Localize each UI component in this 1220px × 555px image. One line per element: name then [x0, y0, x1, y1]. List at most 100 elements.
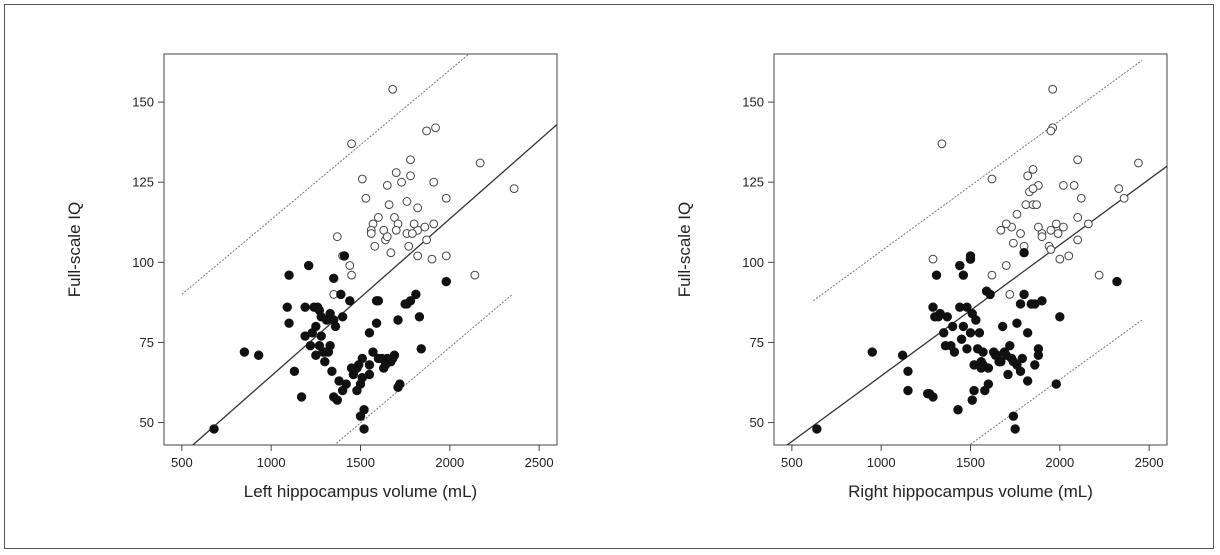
right-chart-open-point: [1023, 171, 1033, 181]
right-chart-open-point: [1084, 219, 1093, 229]
left-chart-open-point: [382, 232, 392, 242]
right-chart-open-point: [1005, 289, 1015, 299]
left-chart-open-point: [413, 203, 423, 213]
left-chart-y-axis-title: Full-scale IQ: [65, 202, 84, 297]
left-chart-open-point: [391, 225, 401, 235]
right-chart-filled-point: [1015, 299, 1026, 309]
left-chart-open-point: [361, 193, 371, 203]
right-chart-filled-point: [974, 328, 985, 338]
left-chart-filled-point: [359, 424, 369, 434]
right-chart-filled-point: [1033, 350, 1044, 360]
right-chart-open-point: [1046, 126, 1056, 136]
left-chart-filled-point: [341, 379, 351, 389]
right-chart-filled-point: [983, 379, 994, 389]
right-chart-filled-point: [958, 270, 969, 280]
right-chart-x-tick-label: 2500: [1135, 455, 1164, 470]
right-chart-filled-point: [1008, 411, 1019, 421]
left-chart-filled-point: [368, 347, 378, 357]
left-chart-open-point: [388, 84, 398, 94]
right-chart-filled-point: [971, 315, 981, 325]
left-chart-filled-point: [346, 363, 357, 373]
right-chart-open-point: [1064, 251, 1074, 261]
left-chart-open-point: [347, 270, 356, 280]
right-chart-open-point: [1076, 193, 1086, 203]
right-chart-filled-point: [947, 321, 958, 332]
left-chart-y-tick-label: 50: [140, 415, 154, 430]
right-chart-filled-point: [940, 340, 951, 351]
left-chart-filled-point: [300, 302, 310, 312]
right-chart-open-point: [1055, 254, 1065, 264]
right-chart-open-point: [987, 174, 997, 184]
left-chart-filled-point: [393, 382, 403, 393]
left-chart-open-point: [420, 222, 430, 232]
right-chart-filled-point: [1015, 366, 1026, 376]
right-chart-open-point: [1028, 164, 1038, 174]
left-chart-prediction-upper-line: [181, 54, 470, 295]
left-chart-filled-point: [282, 302, 292, 312]
right-chart-open-point: [1037, 232, 1047, 242]
right-chart-filled-point: [965, 328, 976, 338]
right-chart-filled-point: [903, 385, 913, 396]
left-chart-open-point: [384, 200, 394, 210]
right-chart-open-point: [1134, 158, 1143, 168]
right-chart-open-point: [1028, 184, 1038, 194]
left-chart-open-point: [441, 251, 451, 261]
left-chart-filled-point: [364, 328, 375, 338]
right-chart-open-point: [1016, 229, 1025, 238]
right-chart-filled-point: [965, 251, 976, 261]
left-chart-open-point: [382, 181, 392, 190]
right-chart-prediction-upper-line: [813, 60, 1143, 302]
right-chart-filled-point: [962, 344, 972, 354]
right-chart-x-axis-title: Right hippocampus volume (mL): [848, 482, 1093, 501]
right-chart-filled-point: [939, 328, 949, 338]
left-chart-filled-point: [284, 318, 294, 328]
right-chart-open-point: [1048, 84, 1058, 94]
left-chart-filled-point: [345, 296, 355, 306]
right-chart-open-point: [1021, 200, 1031, 210]
right-chart-y-tick-label: 50: [750, 415, 764, 430]
right-chart-open-point: [1012, 209, 1022, 219]
right-chart-filled-point: [1051, 379, 1061, 389]
left-chart-filled-point: [339, 251, 350, 261]
right-chart-open-point: [1073, 155, 1083, 165]
right-chart-open-point: [1001, 219, 1011, 229]
left-chart-open-point: [397, 177, 406, 187]
left-chart-open-point: [407, 229, 417, 238]
right-chart-filled-point: [812, 424, 822, 434]
left-chart-filled-point: [327, 366, 337, 376]
left-chart-filled-point: [305, 340, 316, 351]
right-chart-filled-point: [1012, 318, 1022, 328]
right-chart-filled-point: [967, 395, 977, 405]
right-chart-open-point: [1032, 200, 1041, 210]
right-chart-filled-point: [1037, 296, 1047, 306]
left-chart-filled-point: [364, 369, 375, 380]
left-chart-filled-point: [414, 312, 425, 322]
right-chart-filled-point: [928, 392, 938, 402]
left-chart-open-point: [441, 193, 451, 203]
right-chart-filled-point: [1112, 276, 1122, 287]
left-chart-x-tick-label: 500: [171, 455, 193, 470]
left-chart-open-point: [345, 261, 355, 270]
right-chart-open-point: [1058, 181, 1068, 190]
right-chart-y-tick-label: 150: [742, 95, 764, 110]
left-chart-x-tick-label: 2500: [525, 455, 554, 470]
left-chart-y-tick-label: 150: [132, 95, 154, 110]
left-chart-filled-point: [289, 366, 300, 376]
left-chart-x-tick-label: 1500: [346, 455, 375, 470]
right-chart-x-tick-label: 1500: [956, 455, 985, 470]
right-chart-filled-point: [931, 270, 942, 280]
left-chart-filled-point: [386, 356, 396, 367]
right-chart-filled-point: [1030, 360, 1040, 370]
right-chart-x-tick-label: 1000: [867, 455, 896, 470]
right-chart-y-tick-label: 100: [742, 255, 764, 270]
left-chart-filled-point: [239, 347, 250, 357]
left-chart-y-tick-label: 75: [140, 335, 154, 350]
left-chart-filled-point: [329, 273, 339, 284]
right-chart-open-point: [1046, 225, 1056, 235]
left-chart-x-tick-label: 1000: [257, 455, 286, 470]
right-chart-filled-point: [1017, 353, 1028, 364]
left-chart-open-point: [357, 174, 367, 184]
right-chart-filled-point: [928, 302, 938, 312]
left-chart-filled-point: [321, 315, 332, 325]
left-hippocampus-scatter-chart: 500 1000 1500 2000 2500 50 75 100 125 150 Left hip…: [65, 53, 558, 501]
